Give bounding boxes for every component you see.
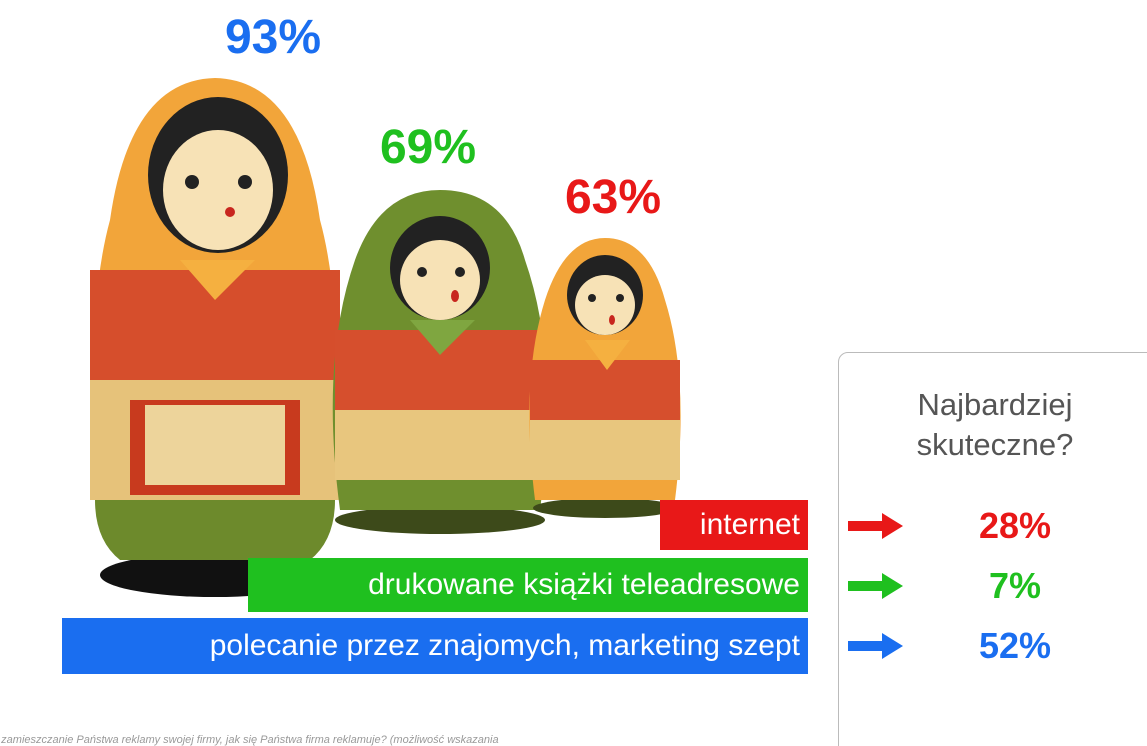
doll-percent: 69% (379, 121, 477, 174)
effectiveness-percent: 52% (978, 625, 1052, 666)
arrow (848, 573, 903, 599)
arrow (848, 513, 903, 539)
box-title: Najbardziej skuteczne? (916, 387, 1074, 462)
doll-percent: 63% (564, 171, 662, 224)
effectiveness-box (838, 352, 1147, 746)
big-doll (90, 78, 340, 597)
effectiveness-percent: 7% (988, 565, 1042, 606)
effectiveness-percent: 28% (978, 505, 1052, 546)
small-doll (529, 238, 681, 518)
footnote: e zamieszczanie Państwa reklamy swojej f… (0, 734, 499, 746)
channel-label: polecanie przez znajomych, marketing sze… (62, 618, 808, 674)
arrow (848, 633, 903, 659)
doll-percent: 93% (224, 11, 322, 64)
channel-label: internet (660, 500, 808, 550)
channel-label: drukowane książki teleadresowe (248, 558, 808, 612)
medium-doll (332, 190, 548, 534)
